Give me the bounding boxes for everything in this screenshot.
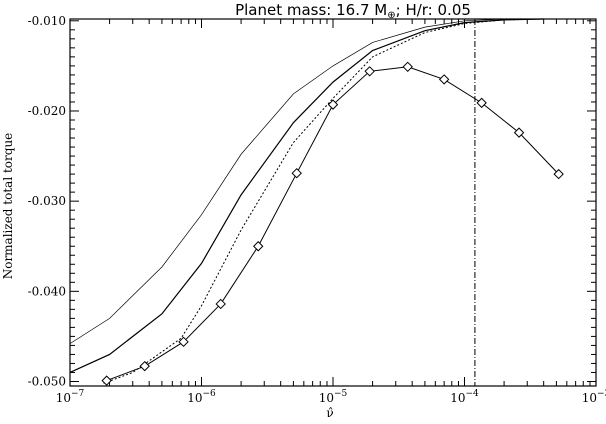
series-4-diamond-marker: [476, 97, 487, 109]
x-tick-label: 10−3: [582, 389, 606, 405]
series-4-diamond-marker: [139, 360, 150, 372]
y-tick-label: -0.040: [28, 284, 66, 298]
series-4-line: [106, 66, 560, 382]
series-4-diamond-marker: [215, 298, 226, 310]
series-4-diamond-marker: [101, 375, 112, 386]
series-4-diamond-marker: [327, 99, 339, 110]
x-tick-label: 10−7: [56, 389, 85, 405]
series-3-line: [103, 18, 544, 384]
y-tick-label: -0.010: [28, 14, 66, 28]
series-2-line: [69, 18, 544, 374]
x-tick-label: 10−4: [450, 389, 479, 405]
series-4-diamond-marker: [178, 336, 189, 348]
series-4-diamond-marker: [553, 168, 564, 180]
series-4-diamond-marker: [291, 167, 302, 179]
x-axis-label: ν̂: [326, 406, 333, 420]
y-tick-label: -0.030: [28, 194, 66, 208]
y-axis-label: Normalized total torque: [1, 133, 15, 280]
series-1-line: [69, 18, 544, 344]
plot-frame: [69, 18, 597, 387]
series-4-diamond-marker: [513, 127, 525, 138]
y-tick-label: -0.050: [28, 374, 66, 388]
series-4-diamond-marker: [364, 66, 375, 77]
x-tick-label: 10−5: [319, 389, 348, 405]
chart-title: Planet mass: 16.7 M⊕; H/r: 0.05: [235, 1, 471, 21]
series-4-diamond-marker: [253, 241, 264, 252]
plot-area: 10−7 10−6 10−5 10−4 10−3 -0.010 -0.020 -0.030 -0…: [28, 14, 606, 405]
series-4-diamond-marker: [402, 61, 413, 72]
series-4-diamond-marker: [438, 74, 450, 85]
y-tick-label: -0.020: [28, 104, 66, 118]
x-tick-label: 10−6: [187, 389, 216, 405]
